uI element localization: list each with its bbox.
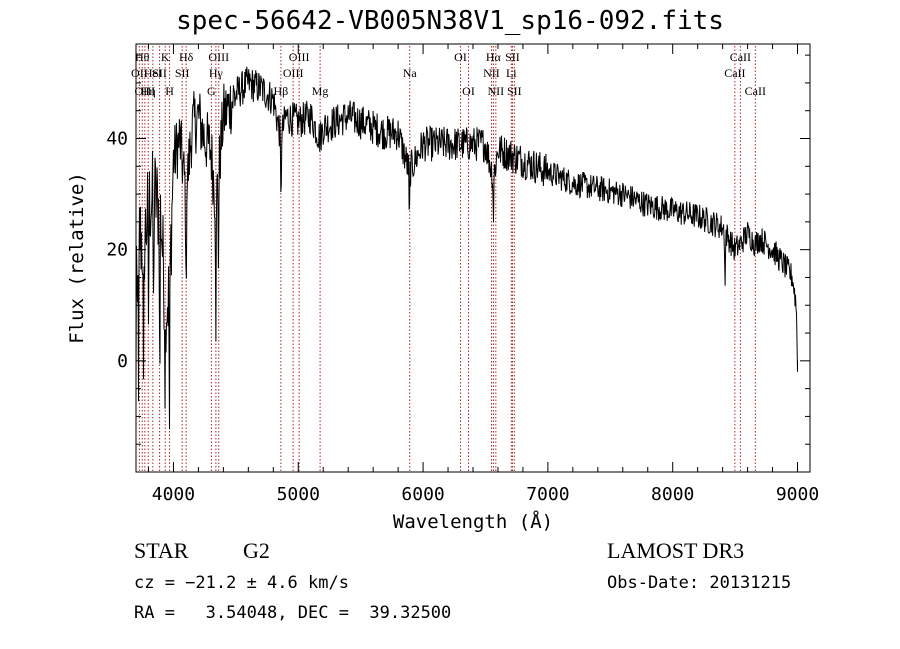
line-marker-label: Hα — [486, 50, 502, 64]
y-tick-label: 20 — [106, 240, 128, 261]
line-marker-label: Hη — [141, 84, 156, 98]
line-marker-label: NII — [488, 84, 505, 98]
line-marker-label: SII — [175, 66, 190, 80]
line-marker-label: NII — [483, 66, 500, 80]
line-marker-label: CaII — [745, 84, 766, 98]
line-marker-label: CaII — [724, 66, 745, 80]
line-marker-label: CaII — [730, 50, 751, 64]
object-subclass: G2 — [243, 538, 270, 563]
x-tick-label: 4000 — [152, 484, 195, 505]
line-marker-label: Mg — [312, 84, 329, 98]
y-tick-label: 0 — [117, 351, 128, 372]
line-marker-label: SII — [152, 66, 167, 80]
line-markers — [138, 46, 756, 472]
line-marker-label: Hγ — [209, 66, 224, 80]
x-tick-label: 7000 — [526, 484, 569, 505]
line-marker-labels: OIIHθOIIIHηHeISIIKHSIIHδGHγOIIIHβOIIIOII… — [131, 50, 766, 98]
line-marker-label: Li — [506, 66, 517, 80]
plot-frame — [135, 43, 811, 473]
line-marker-label: Hδ — [179, 50, 194, 64]
redshift-text: cz = −21.2 ± 4.6 km/s — [134, 573, 349, 593]
y-tick-label: 40 — [106, 128, 128, 149]
x-tick-label: 9000 — [776, 484, 819, 505]
x-tick-label: 8000 — [651, 484, 694, 505]
observation-date: Obs-Date: 20131215 — [607, 573, 792, 593]
spectrum-line — [135, 66, 798, 430]
line-marker-label: Hθ — [135, 50, 150, 64]
line-marker-label: OIII — [135, 84, 156, 98]
object-class: STAR — [134, 538, 189, 563]
line-marker-label: OIII — [208, 50, 229, 64]
line-marker-label: Hβ — [274, 84, 289, 98]
line-marker-label: HeI — [144, 66, 162, 80]
axis-ticks: 4000 5000 6000 7000 8000 9000 0 20 40 — [106, 44, 819, 505]
x-tick-label: 5000 — [277, 484, 320, 505]
x-axis-label: Wavelength (Å) — [393, 510, 553, 533]
line-marker-label: OI — [454, 50, 467, 64]
line-marker-label: OIII — [283, 66, 304, 80]
survey-name: LAMOST DR3 — [607, 538, 745, 563]
line-marker-label: OI — [462, 84, 475, 98]
line-marker-label: OII — [131, 66, 148, 80]
coordinates-text: RA = 3.54048, DEC = 39.32500 — [134, 603, 452, 623]
line-marker-label: Na — [403, 66, 418, 80]
line-marker-label: SII — [507, 84, 522, 98]
x-tick-label: 6000 — [401, 484, 444, 505]
y-axis-label: Flux (relative) — [66, 172, 88, 344]
line-marker-label: SII — [505, 50, 520, 64]
line-marker-label: G — [207, 84, 216, 98]
line-marker-label: K — [161, 50, 170, 64]
chart-title: spec-56642-VB005N38V1_sp16-092.fits — [176, 6, 724, 36]
line-marker-label: OIII — [289, 50, 310, 64]
line-marker-label: H — [165, 84, 174, 98]
